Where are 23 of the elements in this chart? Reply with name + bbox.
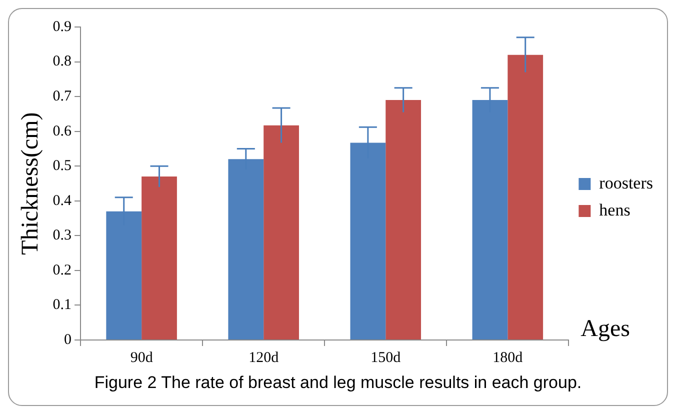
x-tick-label: 180d <box>492 350 524 366</box>
y-tick-label: 0.5 <box>52 158 72 174</box>
x-tick-label: 120d <box>248 350 280 366</box>
bar <box>142 176 177 340</box>
x-tick-label: 150d <box>370 350 402 366</box>
y-tick-label: 0.3 <box>52 228 72 244</box>
legend-label: hens <box>599 200 630 220</box>
y-axis-title: Thickness(cm) <box>18 112 44 255</box>
y-tick-label: 0.7 <box>52 88 72 104</box>
y-tick-label: 0.8 <box>52 54 72 70</box>
caption: Figure 2 The rate of breast and leg muscle results in each group. <box>93 373 583 393</box>
y-tick-label: 0 <box>64 332 72 348</box>
y-tick-label: 0.9 <box>52 18 72 35</box>
legend-label: roosters <box>599 173 654 192</box>
y-tick-label: 0.2 <box>52 262 72 278</box>
x-tick-label: 90d <box>130 350 154 366</box>
bar <box>508 54 544 340</box>
y-tick-label: 0.1 <box>52 297 72 314</box>
bar <box>264 125 299 340</box>
y-tick-label: 0.6 <box>52 123 72 140</box>
x-axis-title: Ages <box>580 316 630 342</box>
bar <box>386 100 422 340</box>
y-tick-label: 0.4 <box>52 192 72 209</box>
